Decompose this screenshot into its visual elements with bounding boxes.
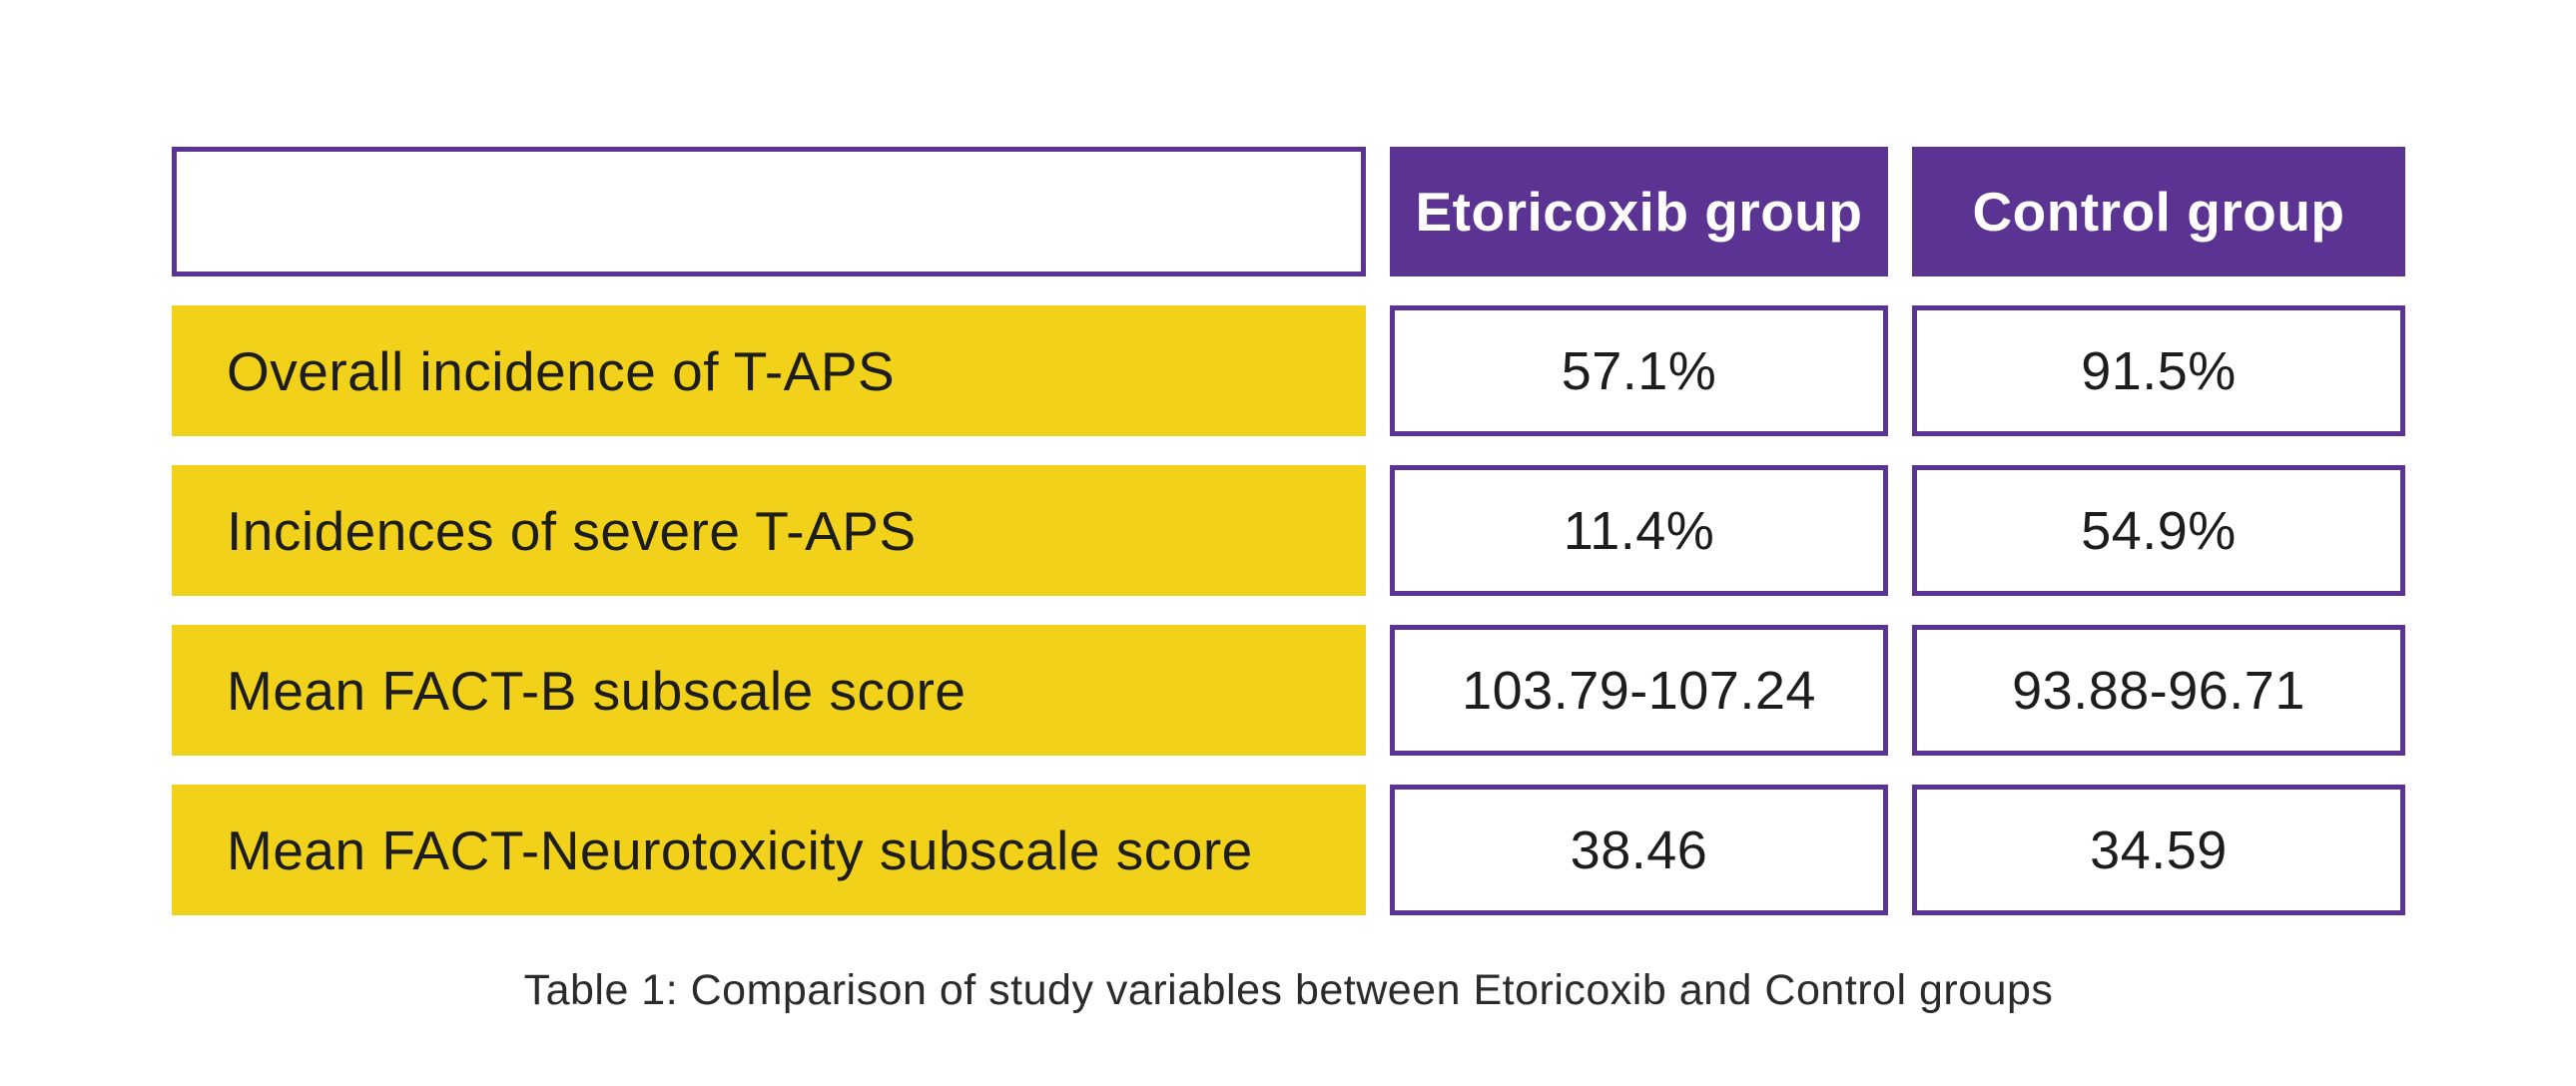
row-label-severe-incidence: Incidences of severe T-APS — [172, 465, 1366, 596]
table-caption: Table 1: Comparison of study variables b… — [523, 966, 2054, 1014]
value-cell-fact-neurotoxicity-control: 34.59 — [1912, 785, 2405, 915]
value-cell-severe-incidence-etoricoxib: 11.4% — [1390, 465, 1888, 596]
column-header-etoricoxib: Etoricoxib group — [1390, 147, 1888, 276]
value-cell-severe-incidence-control: 54.9% — [1912, 465, 2405, 596]
value-cell-overall-incidence-control: 91.5% — [1912, 305, 2405, 436]
value-cell-overall-incidence-etoricoxib: 57.1% — [1390, 305, 1888, 436]
column-header-control: Control group — [1912, 147, 2405, 276]
row-label-overall-incidence: Overall incidence of T-APS — [172, 305, 1366, 436]
row-label-fact-neurotoxicity-score: Mean FACT-Neurotoxicity subscale score — [172, 785, 1366, 915]
value-cell-fact-b-etoricoxib: 103.79-107.24 — [1390, 625, 1888, 756]
value-cell-fact-b-control: 93.88-96.71 — [1912, 625, 2405, 756]
value-cell-fact-neurotoxicity-etoricoxib: 38.46 — [1390, 785, 1888, 915]
comparison-table: Etoricoxib group Control group Overall i… — [172, 147, 2405, 915]
corner-cell — [172, 147, 1366, 276]
row-label-fact-b-score: Mean FACT-B subscale score — [172, 625, 1366, 756]
